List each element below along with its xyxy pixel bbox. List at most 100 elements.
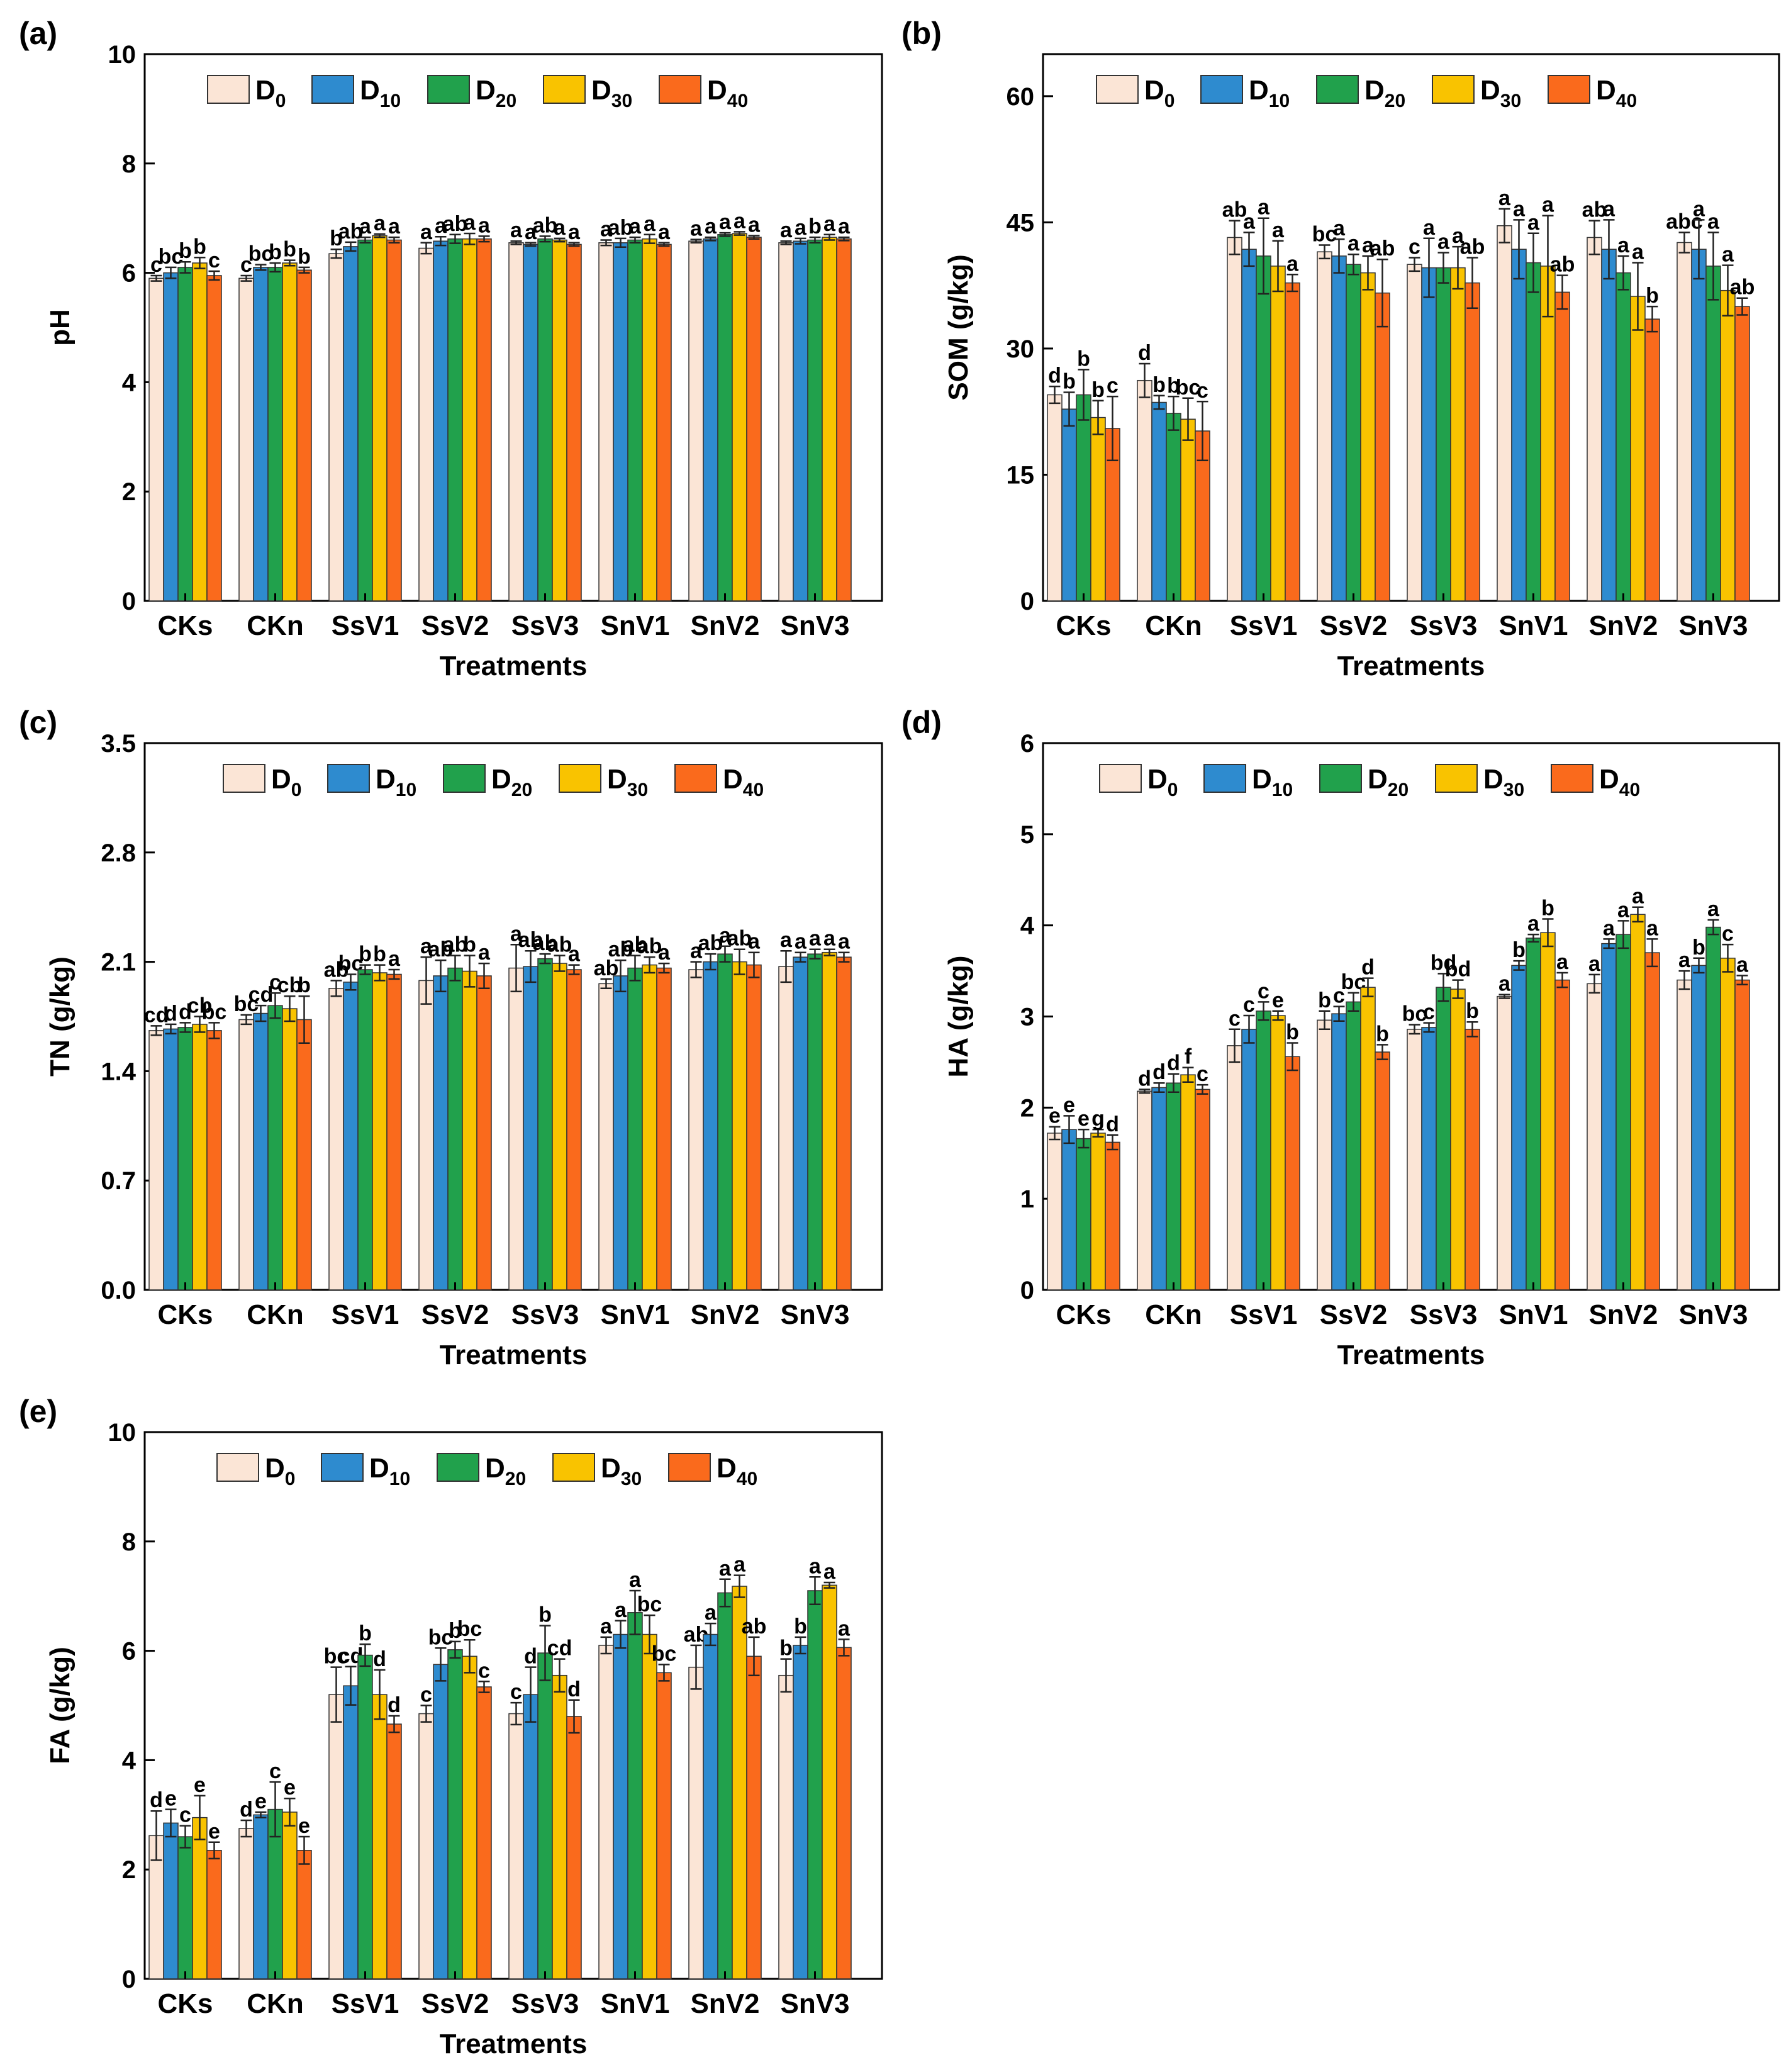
bar <box>836 1647 852 1980</box>
legend-swatch <box>1200 75 1243 104</box>
bar <box>1195 1089 1210 1291</box>
significance-letter: a <box>1678 948 1691 972</box>
bar <box>1061 1129 1077 1291</box>
significance-letter: a <box>1452 224 1465 248</box>
bar <box>1691 965 1707 1291</box>
bar <box>717 1592 733 1980</box>
significance-letter: cd <box>144 1003 169 1027</box>
bar <box>1644 952 1660 1291</box>
bar <box>717 953 733 1291</box>
significance-letter: a <box>359 215 372 238</box>
bar <box>206 275 222 602</box>
bar <box>598 1645 614 1980</box>
significance-letter: a <box>658 220 671 244</box>
significance-letter: b <box>1286 1021 1299 1044</box>
legend-label: D0 <box>1144 75 1174 111</box>
significance-letter: a <box>615 1598 627 1622</box>
legend-label: D0 <box>255 75 286 111</box>
significance-letter: cb <box>277 973 303 997</box>
bar <box>836 956 852 1291</box>
bar <box>177 267 193 602</box>
significance-letter: c <box>269 970 281 994</box>
bar <box>807 1590 823 1980</box>
bar <box>1734 979 1750 1291</box>
significance-letter: a <box>838 930 851 954</box>
significance-letter: d <box>1048 364 1061 388</box>
significance-letter: c <box>1107 374 1119 398</box>
x-tick-label: CKs <box>1056 1299 1111 1330</box>
legend-subscript: 10 <box>389 1469 410 1489</box>
legend-subscript: 20 <box>505 1469 526 1489</box>
x-tick-label: SsV1 <box>332 1299 399 1330</box>
bar <box>433 975 449 1291</box>
bar <box>566 969 582 1291</box>
significance-letter: c <box>208 249 220 272</box>
bar <box>372 972 388 1291</box>
bar <box>1047 394 1063 602</box>
significance-letter: a <box>838 1616 851 1640</box>
bar <box>778 242 794 602</box>
bar <box>296 1850 312 1980</box>
significance-letter: c <box>1423 1000 1435 1024</box>
bar <box>163 272 179 602</box>
legend-swatch <box>559 764 601 793</box>
significance-letter: a <box>374 211 386 235</box>
x-tick-label: SsV3 <box>1410 610 1478 641</box>
significance-letter: a <box>600 217 613 241</box>
y-tick-label: 10 <box>108 1419 137 1447</box>
x-tick-label: CKn <box>247 610 303 641</box>
significance-letter: a <box>1513 197 1526 221</box>
significance-letter: a <box>705 215 717 238</box>
x-tick-label: SnV1 <box>600 1988 669 2019</box>
significance-letter: c <box>1243 993 1255 1017</box>
bar <box>1601 249 1617 602</box>
x-tick-label: SsV3 <box>1410 1299 1478 1330</box>
significance-letter: a <box>600 1615 613 1638</box>
significance-letter: a <box>705 1601 717 1625</box>
bar <box>1644 318 1660 602</box>
legend-swatch <box>437 1453 479 1482</box>
significance-letter: a <box>568 943 581 966</box>
bar <box>688 240 704 602</box>
significance-letter: a <box>1603 916 1615 940</box>
legend-swatch <box>443 764 486 793</box>
significance-letter: c <box>420 1683 432 1707</box>
significance-letter: a <box>1646 916 1659 940</box>
significance-letter: d <box>1138 1067 1151 1090</box>
bar <box>447 1649 463 1980</box>
bar <box>1630 296 1646 602</box>
y-tick-label: 3 <box>1020 1004 1034 1031</box>
significance-letter: ab <box>1582 198 1607 222</box>
significance-letter: d <box>1361 956 1375 980</box>
significance-letter: c <box>240 253 252 277</box>
bar <box>1137 1090 1152 1291</box>
bar <box>386 239 402 602</box>
x-tick-label: SnV1 <box>1498 610 1568 641</box>
x-tick-label: SsV1 <box>332 610 399 641</box>
legend-label: D0 <box>271 764 301 800</box>
legend-swatch <box>1548 75 1590 104</box>
x-tick-label: SnV2 <box>1588 610 1658 641</box>
significance-letter: b <box>794 1615 807 1638</box>
legend-swatch <box>1096 75 1139 104</box>
legend-subscript: 30 <box>1504 780 1524 800</box>
bar <box>343 246 359 602</box>
y-tick-label: 6 <box>1020 730 1034 758</box>
significance-letter: a <box>629 1568 642 1592</box>
legend-swatch <box>1316 75 1359 104</box>
bar <box>1720 289 1736 602</box>
bar <box>566 1716 582 1980</box>
significance-letter: c <box>269 1759 281 1783</box>
y-tick-label: 3.5 <box>101 730 136 758</box>
bar <box>206 1030 222 1291</box>
y-tick-label: 2.8 <box>101 839 136 867</box>
significance-letter: ab <box>443 933 468 957</box>
bar <box>732 1586 747 1980</box>
bar <box>177 1836 193 1980</box>
significance-letter: a <box>748 213 761 237</box>
legend-subscript: 30 <box>1500 91 1521 111</box>
bar <box>598 983 614 1291</box>
bar <box>508 242 524 602</box>
bar <box>1227 237 1242 602</box>
significance-letter: a <box>1272 218 1285 242</box>
